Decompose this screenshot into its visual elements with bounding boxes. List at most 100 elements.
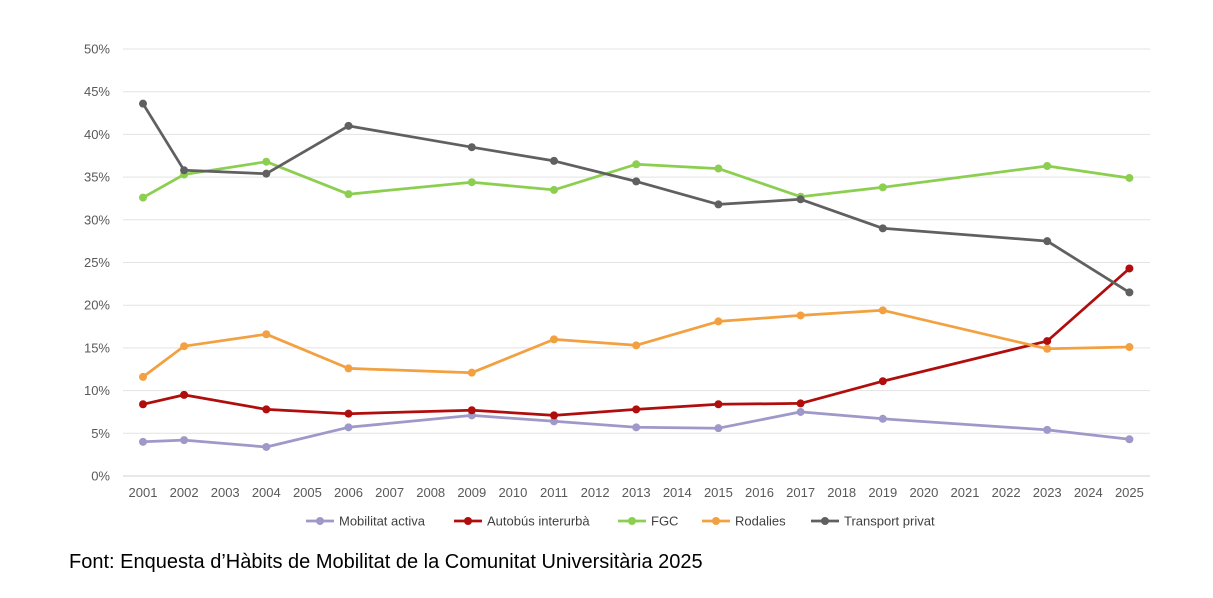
- data-point: [180, 390, 189, 399]
- data-point: [467, 368, 476, 377]
- data-point: [796, 399, 805, 408]
- x-tick-label: 2009: [457, 485, 486, 500]
- series-lines: [139, 99, 1134, 451]
- x-tick-label: 2008: [416, 485, 445, 500]
- data-point: [262, 157, 271, 166]
- data-point: [878, 224, 887, 233]
- data-point: [550, 335, 558, 344]
- legend-label: FGC: [651, 514, 678, 529]
- x-tick-label: 2011: [540, 485, 568, 500]
- series-autobus-interurba: [139, 264, 1134, 420]
- series-fgc: [139, 157, 1134, 202]
- data-point: [878, 306, 887, 315]
- legend-item: Autobús interurbà: [454, 514, 590, 529]
- data-point: [139, 193, 147, 202]
- legend-swatch-marker: [316, 517, 324, 525]
- data-point: [180, 166, 189, 175]
- data-point: [467, 178, 476, 187]
- x-tick-label: 2013: [622, 485, 651, 500]
- legend-label: Mobilitat activa: [339, 514, 426, 529]
- x-tick-label: 2015: [704, 485, 733, 500]
- data-point: [262, 442, 271, 451]
- x-axis-tick-labels: 2001 2002 2003 2004 2005 2006 2007 2008 2009 2010…: [129, 485, 1144, 500]
- y-tick-label: 35%: [84, 170, 110, 185]
- data-point: [1125, 264, 1134, 273]
- legend-swatch-marker: [464, 517, 472, 525]
- legend: Mobilitat activa Autobús interurbà FGC Roda…: [306, 514, 935, 529]
- data-point: [1125, 173, 1134, 182]
- data-point: [632, 160, 641, 169]
- source-caption: Font: Enquesta d’Hàbits de Mobilitat de …: [69, 551, 703, 573]
- data-point: [139, 99, 147, 108]
- legend-item: Mobilitat activa: [306, 514, 426, 529]
- x-tick-label: 2025: [1115, 485, 1144, 500]
- y-tick-label: 50%: [84, 42, 110, 57]
- x-tick-label: 2019: [868, 485, 897, 500]
- y-axis-tick-labels: 0% 5% 10% 15% 20% 25% 30% 35% 40% 45% 50%: [84, 42, 110, 484]
- x-tick-label: 2020: [909, 485, 938, 500]
- gridlines: [123, 48, 1150, 477]
- x-tick-label: 2021: [951, 485, 980, 500]
- data-point: [180, 436, 189, 445]
- data-point: [878, 414, 887, 423]
- data-point: [632, 341, 641, 350]
- data-point: [550, 156, 558, 165]
- legend-label: Autobús interurbà: [487, 514, 590, 529]
- series-transport-privat: [139, 99, 1134, 297]
- x-tick-label: 2006: [334, 485, 363, 500]
- data-point: [344, 190, 353, 199]
- data-point: [1125, 343, 1134, 352]
- data-point: [632, 423, 641, 432]
- x-tick-label: 2003: [211, 485, 240, 500]
- x-tick-label: 2018: [827, 485, 856, 500]
- data-point: [878, 377, 887, 386]
- x-tick-label: 2023: [1033, 485, 1062, 500]
- data-point: [262, 405, 271, 414]
- x-tick-label: 2001: [129, 485, 158, 500]
- data-point: [467, 406, 476, 415]
- data-point: [1125, 288, 1134, 297]
- data-point: [714, 400, 723, 409]
- series-line: [141, 160, 1131, 199]
- data-point: [714, 424, 723, 433]
- x-tick-label: 2005: [293, 485, 322, 500]
- y-tick-label: 45%: [84, 84, 110, 99]
- x-tick-label: 2022: [992, 485, 1021, 500]
- data-point: [550, 417, 558, 426]
- data-point: [344, 364, 353, 373]
- x-tick-label: 2004: [252, 485, 281, 500]
- data-point: [262, 330, 271, 339]
- data-point: [1043, 237, 1052, 246]
- data-point: [344, 409, 353, 418]
- series-line: [141, 267, 1131, 417]
- y-tick-label: 40%: [84, 127, 110, 142]
- y-tick-label: 30%: [84, 212, 110, 227]
- y-tick-label: 25%: [84, 255, 110, 270]
- legend-swatch-marker: [821, 517, 829, 525]
- data-point: [796, 407, 805, 416]
- data-point: [878, 183, 887, 192]
- data-point: [550, 185, 558, 194]
- y-tick-label: 15%: [84, 340, 110, 355]
- data-point: [796, 311, 805, 320]
- legend-swatch-marker: [628, 517, 636, 525]
- legend-swatch-marker: [712, 517, 720, 525]
- data-point: [1043, 344, 1052, 353]
- series-line: [141, 308, 1131, 379]
- x-tick-label: 2024: [1074, 485, 1103, 500]
- line-chart: 0% 5% 10% 15% 20% 25% 30% 35% 40% 45% 50% 2001 2002…: [84, 42, 1150, 529]
- data-point: [1125, 435, 1134, 444]
- data-point: [714, 200, 723, 209]
- x-tick-label: 2007: [375, 485, 404, 500]
- data-point: [632, 177, 641, 186]
- data-point: [262, 169, 271, 178]
- x-tick-label: 2010: [498, 485, 527, 500]
- x-tick-label: 2012: [581, 485, 610, 500]
- y-tick-label: 5%: [91, 426, 110, 441]
- data-point: [714, 164, 723, 173]
- data-point: [139, 372, 147, 381]
- data-point: [344, 423, 353, 432]
- data-point: [180, 342, 189, 351]
- y-tick-label: 10%: [84, 383, 110, 398]
- x-tick-label: 2002: [170, 485, 199, 500]
